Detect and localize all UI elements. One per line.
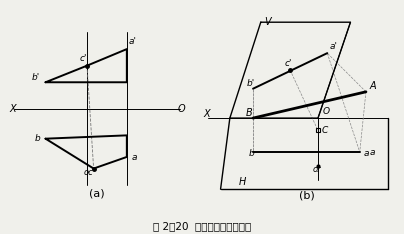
Text: b: b bbox=[35, 134, 40, 143]
Text: H: H bbox=[239, 177, 246, 186]
Text: X: X bbox=[9, 104, 16, 114]
Text: (b): (b) bbox=[299, 190, 315, 201]
Text: c': c' bbox=[79, 54, 87, 63]
Text: or: or bbox=[312, 165, 321, 174]
Text: A: A bbox=[370, 81, 376, 91]
Text: b': b' bbox=[246, 79, 255, 88]
Text: a': a' bbox=[330, 42, 338, 51]
Text: O: O bbox=[323, 107, 330, 116]
Text: X: X bbox=[203, 109, 210, 119]
Text: 图 2－20  不在直线上点的投影: 图 2－20 不在直线上点的投影 bbox=[153, 222, 251, 232]
Text: a: a bbox=[370, 148, 375, 157]
Text: B: B bbox=[246, 108, 253, 118]
Text: C: C bbox=[322, 126, 328, 135]
Text: (a): (a) bbox=[89, 188, 105, 198]
Text: a: a bbox=[364, 150, 369, 158]
Text: oc: oc bbox=[84, 168, 94, 176]
Text: a: a bbox=[132, 153, 137, 162]
Text: V: V bbox=[265, 17, 271, 27]
Text: a': a' bbox=[128, 37, 137, 46]
Text: c': c' bbox=[284, 59, 292, 68]
Text: O: O bbox=[178, 104, 185, 114]
Text: b: b bbox=[249, 150, 255, 158]
Text: b': b' bbox=[31, 73, 40, 82]
